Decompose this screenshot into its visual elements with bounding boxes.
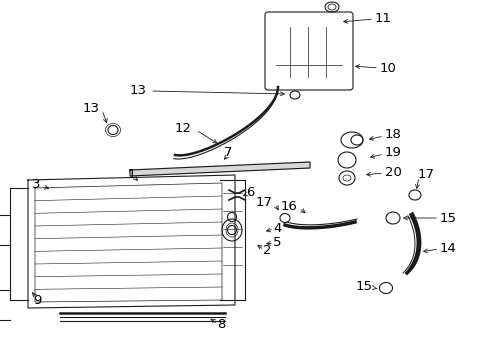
Text: 6: 6 [245, 186, 254, 199]
Polygon shape [130, 162, 309, 176]
Text: 17: 17 [417, 168, 434, 181]
Text: 20: 20 [384, 166, 401, 179]
Text: 17: 17 [256, 195, 272, 208]
Text: 5: 5 [272, 235, 281, 248]
Text: 13: 13 [83, 102, 100, 114]
Text: 4: 4 [272, 221, 281, 234]
Text: 7: 7 [224, 145, 232, 158]
Text: 19: 19 [384, 147, 401, 159]
Text: 12: 12 [175, 122, 192, 135]
Text: 15: 15 [439, 211, 456, 225]
Text: 13: 13 [130, 84, 147, 96]
Text: 2: 2 [263, 244, 271, 257]
Text: 11: 11 [374, 12, 391, 24]
Text: 16: 16 [280, 199, 296, 212]
Text: 8: 8 [217, 319, 225, 332]
Text: 9: 9 [33, 293, 41, 306]
Text: 3: 3 [31, 179, 40, 192]
Text: 10: 10 [379, 62, 396, 75]
Text: 15: 15 [355, 280, 372, 293]
Text: 1: 1 [127, 168, 136, 181]
Text: 14: 14 [439, 242, 456, 255]
Text: 18: 18 [384, 129, 401, 141]
